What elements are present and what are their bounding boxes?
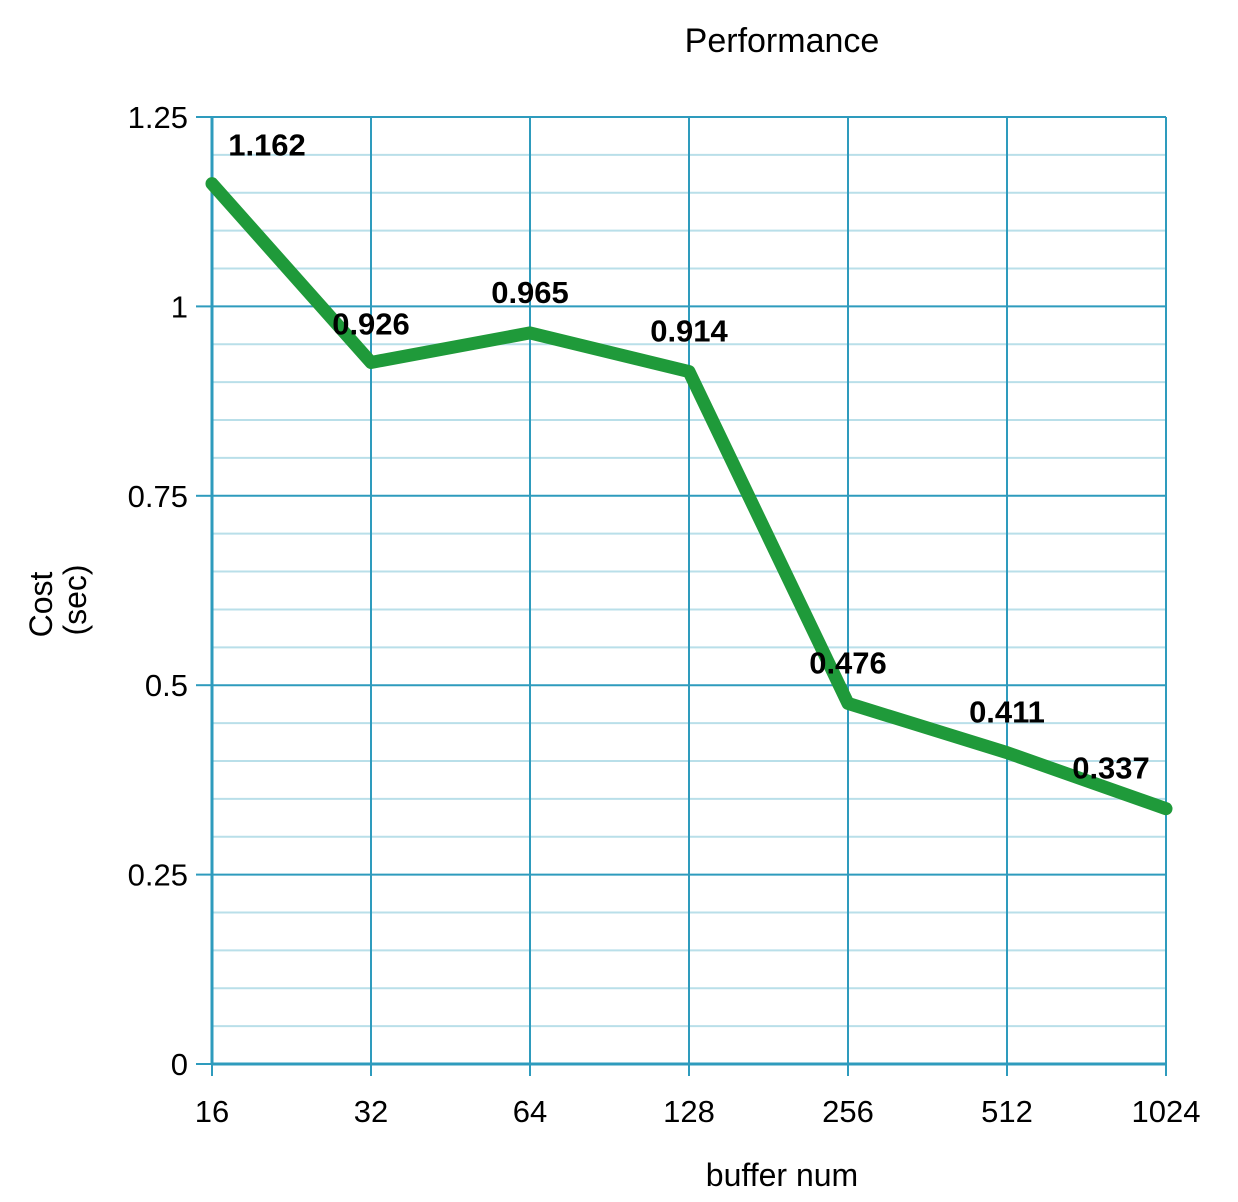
data-label: 0.926 (332, 306, 410, 341)
data-label: 0.476 (809, 645, 887, 680)
x-tick-labels: 16 32 64 128 256 512 1024 (195, 1094, 1201, 1129)
x-axis-title: buffer num (706, 1157, 858, 1193)
axes (196, 116, 1167, 1076)
data-label: 0.914 (650, 314, 728, 349)
y-tick-label: 0.5 (145, 668, 188, 703)
y-tick-label: 0.75 (128, 479, 188, 514)
major-gridlines (211, 116, 1167, 1065)
x-tick-label: 512 (981, 1094, 1033, 1129)
y-tick-labels: 0 0.25 0.5 0.75 1 1.25 (128, 100, 188, 1082)
y-axis-title: Cost (sec) (23, 563, 93, 638)
series-layer (205, 177, 1173, 816)
y-axis-title-line-1: Cost (23, 571, 59, 637)
x-tick-label: 64 (513, 1094, 547, 1129)
series-line (205, 177, 1173, 816)
chart-title: Performance (685, 22, 880, 60)
y-tick-label: 0.25 (128, 858, 188, 893)
data-label: 0.965 (491, 275, 569, 310)
x-tick-label: 1024 (1132, 1094, 1201, 1129)
x-tick-label: 32 (354, 1094, 388, 1129)
data-labels: 1.162 0.926 0.965 0.914 0.476 0.411 0.337 (228, 128, 1150, 786)
y-tick-label: 1.25 (128, 100, 188, 135)
y-tick-label: 0 (171, 1047, 188, 1082)
x-tick-label: 256 (822, 1094, 874, 1129)
x-tick-label: 128 (663, 1094, 715, 1129)
y-axis-title-line-2: (sec) (57, 564, 93, 635)
data-label: 0.411 (969, 695, 1045, 730)
y-tick-label: 1 (171, 289, 188, 324)
data-label: 1.162 (228, 128, 306, 163)
x-tick-label: 16 (195, 1094, 229, 1129)
data-label: 0.337 (1072, 751, 1150, 786)
